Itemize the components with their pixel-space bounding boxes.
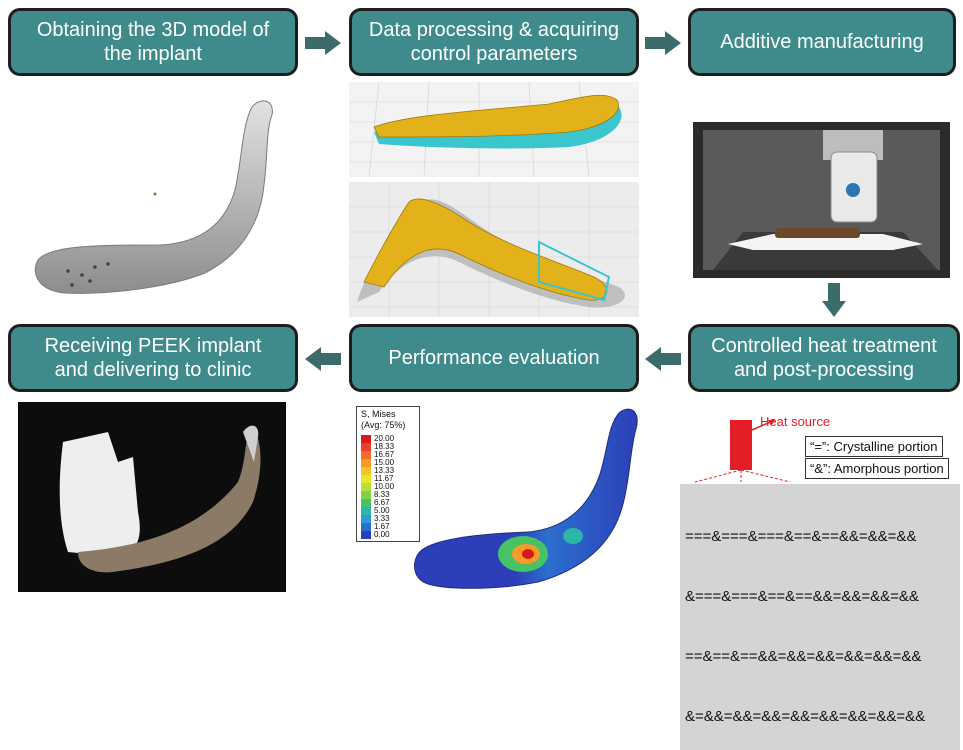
slicer-view-bottom-image [349,182,639,317]
pattern-row: ==&==&==&&=&&=&&=&&=&&=&& [685,648,922,665]
step-data-processing-label: Data processing & acquiring control para… [368,19,620,65]
stress-legend-scale: 20.00 18.33 16.67 15.00 13.33 11.67 10.00 8.33 6… [361,435,394,539]
peek-implant-photo [18,402,286,592]
stress-legend-entry: 6.67 [361,499,394,507]
3d-printer-photo [693,122,950,278]
stress-legend-value: 11.67 [374,474,394,483]
stress-legend-value: 5.00 [374,506,390,515]
amorphous-legend: “&”: Amorphous portion [805,458,949,479]
arrow-right-2 [645,31,681,55]
stress-legend-value: 13.33 [374,466,395,475]
step-obtaining-3d-model: Obtaining the 3D model of the implant [8,8,298,76]
stress-legend-value: 8.33 [374,490,390,499]
stress-legend-swatch [361,435,371,443]
stress-legend-value: 10.00 [374,482,395,491]
stress-legend-value: 20.00 [374,434,395,443]
stress-legend-entry: 0.00 [361,531,394,539]
mandible-3d-model-image [34,100,273,294]
stress-legend-swatch [361,523,371,531]
step-additive-manufacturing: Additive manufacturing [688,8,956,76]
step-data-processing: Data processing & acquiring control para… [349,8,639,76]
stress-legend-value: 16.67 [374,450,395,459]
step-performance-evaluation-label: Performance evaluation [388,347,600,369]
stress-legend-swatch [361,491,371,499]
stress-legend: S, Mises (Avg: 75%) 20.00 18.33 16.67 15.00… [356,406,420,542]
stress-contour-image [414,408,638,589]
stress-legend-swatch [361,483,371,491]
stress-legend-entry: 11.67 [361,475,394,483]
step-receiving-implant-label: Receiving PEEK implant and delivering to… [44,335,262,381]
crystallinity-pattern: ===&===&===&==&==&&=&&=&& &===&===&==&==… [680,484,960,750]
pattern-row: ===&===&===&==&==&&=&&=&& [685,528,917,545]
pattern-row: &===&===&==&==&&=&&=&&=&& [685,588,919,605]
arrow-left-1 [645,347,681,371]
stress-legend-title: S, Mises (Avg: 75%) [361,409,406,430]
crystalline-legend: “=”: Crystalline portion [805,436,943,457]
heat-source-label: Heat source [760,414,831,429]
stress-legend-swatch [361,443,371,451]
stress-legend-entry: 20.00 [361,435,394,443]
heat-source-block [694,419,791,483]
stress-legend-entry: 5.00 [361,507,394,515]
stress-legend-swatch [361,531,371,539]
step-additive-manufacturing-label: Additive manufacturing [720,31,924,53]
step-heat-treatment: Controlled heat treatment and post-proce… [688,324,960,392]
stress-legend-entry: 1.67 [361,523,394,531]
stress-legend-value: 15.00 [374,458,395,467]
stress-legend-value: 1.67 [374,522,390,531]
stress-legend-entry: 13.33 [361,467,394,475]
arrow-left-2 [305,347,341,371]
stress-legend-entry: 15.00 [361,459,394,467]
stress-legend-swatch [361,475,371,483]
stress-legend-entry: 10.00 [361,483,394,491]
stress-legend-swatch [361,499,371,507]
stress-legend-swatch [361,507,371,515]
stress-legend-swatch [361,467,371,475]
stress-legend-value: 3.33 [374,514,390,523]
stress-legend-swatch [361,451,371,459]
stress-legend-swatch [361,515,371,523]
stress-legend-entry: 18.33 [361,443,394,451]
pattern-row: &=&&=&&=&&=&&=&&=&&=&&=&& [685,708,926,725]
stress-legend-entry: 16.67 [361,451,394,459]
stress-legend-value: 6.67 [374,498,390,507]
step-obtaining-3d-model-label: Obtaining the 3D model of the implant [36,19,270,65]
step-heat-treatment-label: Controlled heat treatment and post-proce… [711,335,937,381]
stress-legend-value: 18.33 [374,442,395,451]
slicer-view-top-image [349,82,639,177]
arrow-right-1 [305,31,341,55]
stress-legend-value: 0.00 [374,530,390,539]
arrow-down [822,283,846,317]
stress-legend-entry: 3.33 [361,515,394,523]
stress-legend-swatch [361,459,371,467]
step-performance-evaluation: Performance evaluation [349,324,639,392]
step-receiving-implant: Receiving PEEK implant and delivering to… [8,324,298,392]
stress-legend-entry: 8.33 [361,491,394,499]
